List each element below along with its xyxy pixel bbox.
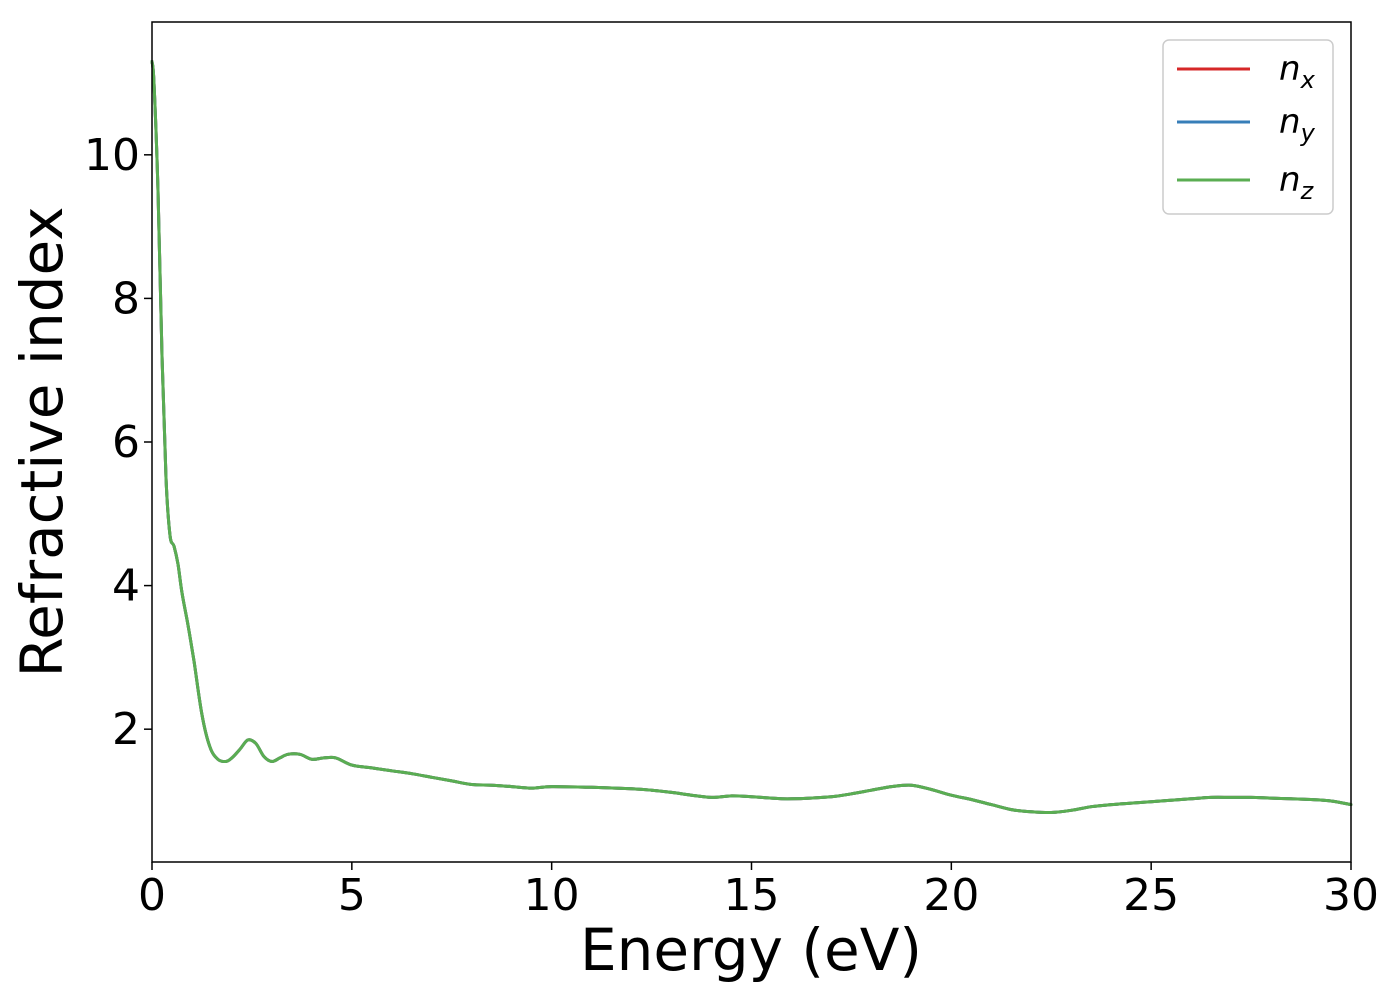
y-tick-label: 10 <box>84 130 140 181</box>
legend-label-y: ny <box>1279 102 1316 147</box>
x-tick-label: 15 <box>724 870 780 921</box>
x-tick-label: 10 <box>524 870 580 921</box>
y-axis-title: Refractive index <box>8 206 76 677</box>
y-tick-label: 2 <box>112 704 140 755</box>
x-tick-label: 20 <box>923 870 979 921</box>
y-tick-label: 4 <box>112 561 140 612</box>
series-line-n-z <box>150 60 1353 815</box>
plot-series-group <box>150 60 1353 815</box>
x-axis-ticks: 0 5 10 15 20 25 30 <box>138 862 1379 921</box>
legend-label-x: nx <box>1279 49 1316 94</box>
x-tick-label: 30 <box>1323 870 1379 921</box>
x-tick-label: 0 <box>138 870 166 921</box>
x-tick-label: 5 <box>338 870 366 921</box>
x-axis-title: Energy (eV) <box>580 916 922 984</box>
y-axis-ticks: 2 4 6 8 10 <box>84 130 152 755</box>
legend-entries: nx ny nz <box>1177 49 1316 205</box>
x-tick-label: 25 <box>1123 870 1179 921</box>
y-tick-label: 6 <box>112 417 140 468</box>
legend-box <box>1162 39 1334 215</box>
y-tick-label: 8 <box>112 273 140 324</box>
legend: nx ny nz <box>1162 39 1334 215</box>
legend-label-z: nz <box>1279 160 1315 205</box>
